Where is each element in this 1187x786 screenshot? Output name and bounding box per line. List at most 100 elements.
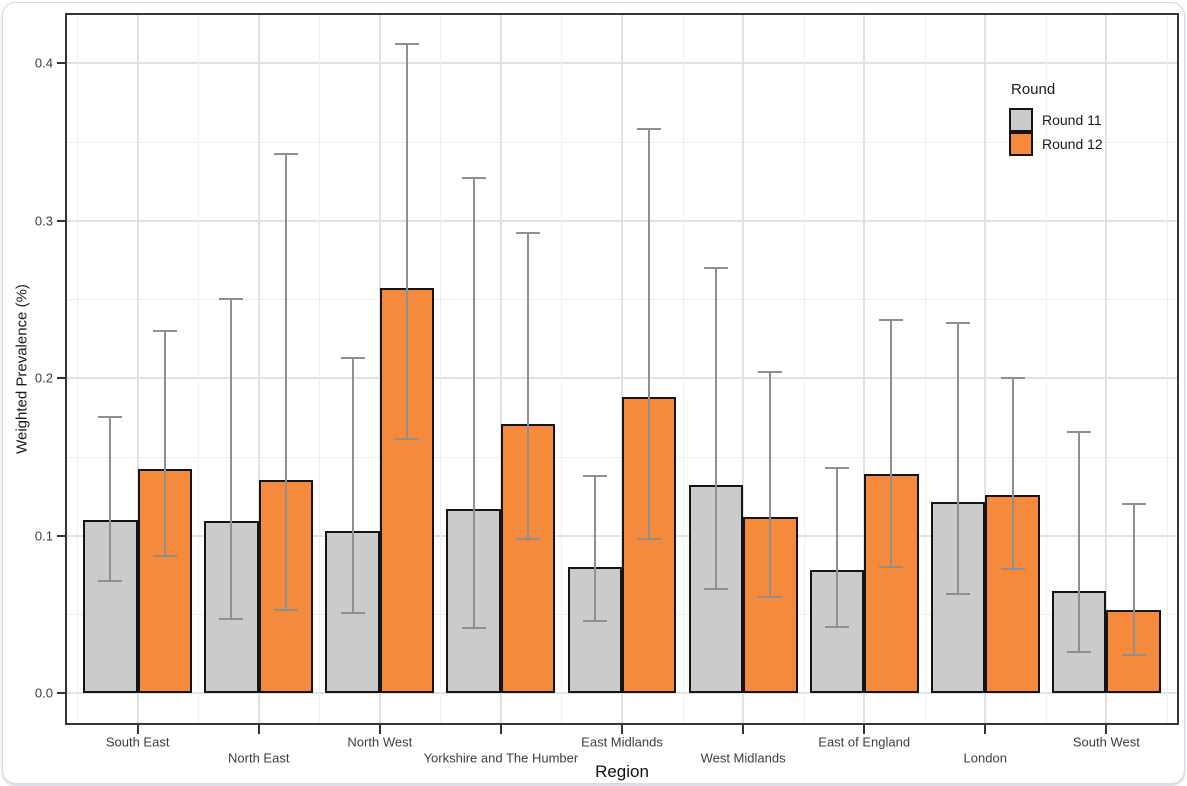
x-tick-mark (742, 725, 745, 734)
error-bar-round-12-east-of-england (890, 319, 893, 567)
legend-swatch-round11-icon (1009, 108, 1033, 132)
error-bar-round-11-east-of-england-cap-bottom (824, 625, 849, 628)
x-tick-label-north-west: North West (347, 734, 413, 750)
bar-round-12-yorkshire-and-the-humber (500, 423, 556, 693)
gridline-v-major (984, 13, 987, 725)
error-bar-round-11-east-of-england-cap-top (824, 466, 849, 469)
y-tick-label: 0.2 (34, 370, 53, 386)
error-bar-round-11-south-west-cap-top (1067, 430, 1092, 433)
x-tick-mark (621, 725, 623, 734)
y-axis-title: Weighted Prevalence (%) (13, 284, 31, 454)
y-tick-label: 0.4 (34, 55, 53, 71)
gridline-v-minor (77, 13, 79, 725)
legend-item-round12: Round 12 (1009, 132, 1103, 156)
gridline-v-minor (803, 13, 805, 725)
x-tick-label-east-of-england: East of England (818, 734, 911, 750)
error-bar-round-12-south-west-cap-bottom (1121, 654, 1146, 657)
gridline-v-minor (198, 13, 200, 725)
error-bar-round-11-south-east (109, 417, 112, 582)
error-bar-round-12-south-east (163, 330, 166, 556)
error-bar-round-12-west-midlands (769, 371, 772, 597)
error-bar-round-11-north-east (230, 299, 233, 619)
error-bar-round-12-west-midlands-cap-top (758, 370, 783, 373)
x-tick-mark (1105, 725, 1108, 734)
error-bar-round-12-south-east-cap-top (152, 329, 177, 332)
error-bar-round-12-north-east-cap-top (273, 153, 298, 156)
error-bar-round-12-west-midlands-cap-bottom (758, 595, 783, 598)
legend-label-round11: Round 11 (1042, 112, 1102, 128)
error-bar-round-12-north-east-cap-bottom (273, 608, 298, 611)
x-tick-mark (863, 725, 866, 734)
legend-item-round11: Round 11 (1009, 108, 1103, 132)
error-bar-round-11-south-west (1078, 431, 1081, 653)
x-tick-label-yorkshire-and-the-humber: Yorkshire and The Humber (423, 750, 579, 766)
error-bar-round-12-yorkshire-and-the-humber-cap-top (516, 232, 541, 235)
x-tick-mark (984, 725, 987, 734)
error-bar-round-11-north-east-cap-bottom (219, 617, 244, 620)
gridline-v-minor (1045, 13, 1047, 725)
error-bar-round-11-east-midlands-cap-bottom (582, 619, 607, 622)
gridline-v-major (621, 13, 623, 725)
error-bar-round-11-west-midlands (714, 267, 717, 590)
x-tick-label-south-west: South West (1072, 734, 1140, 750)
error-bar-round-12-yorkshire-and-the-humber (527, 233, 530, 539)
gridline-v-major (257, 13, 260, 725)
error-bar-round-12-london-cap-bottom (1000, 567, 1025, 570)
error-bar-round-12-east-of-england-cap-top (879, 318, 904, 321)
error-bar-round-12-east-midlands-cap-top (637, 128, 662, 131)
error-bar-round-11-south-east-cap-bottom (98, 580, 123, 583)
error-bar-round-11-london (957, 322, 960, 594)
gridline-v-major (499, 13, 502, 725)
error-bar-round-11-east-midlands-cap-top (582, 474, 607, 477)
y-tick-mark (57, 534, 65, 537)
error-bar-round-11-south-east-cap-top (98, 416, 123, 419)
error-bar-round-11-east-of-england (835, 467, 838, 627)
gridline-v-minor (924, 13, 926, 725)
gridline-v-minor (561, 13, 563, 725)
error-bar-round-11-north-west (351, 357, 354, 613)
gridline-v-minor (1166, 13, 1168, 725)
error-bar-round-11-london-cap-bottom (946, 592, 971, 595)
bar-round-11-east-midlands (567, 567, 622, 693)
legend-title: Round (1011, 81, 1056, 98)
x-tick-mark (257, 725, 260, 734)
error-bar-round-11-yorkshire-and-the-humber-cap-top (461, 176, 486, 179)
error-bar-round-12-south-west-cap-top (1121, 503, 1146, 505)
gridline-v-minor (682, 13, 684, 725)
y-tick-mark (57, 62, 65, 64)
gridline-v-minor (440, 13, 442, 725)
error-bar-round-12-yorkshire-and-the-humber-cap-bottom (516, 537, 541, 540)
gridline-v-major (742, 13, 745, 725)
gridline-v-minor (319, 13, 321, 725)
error-bar-round-11-yorkshire-and-the-humber (472, 177, 475, 629)
x-tick-label-london: London (963, 750, 1007, 766)
gridline-v-major (1105, 13, 1108, 725)
error-bar-round-11-east-midlands (593, 475, 596, 621)
gridline-v-major (136, 13, 139, 725)
error-bar-round-11-south-west-cap-bottom (1067, 651, 1092, 654)
error-bar-round-11-north-east-cap-top (219, 298, 244, 301)
error-bar-round-11-west-midlands-cap-bottom (703, 588, 728, 591)
x-tick-mark (378, 725, 381, 734)
x-tick-label-east-midlands: East Midlands (581, 734, 663, 750)
legend: Round Round 11 Round 12 (1009, 81, 1103, 156)
x-tick-mark (499, 725, 502, 734)
error-bar-round-12-south-west (1132, 504, 1135, 656)
plot-panel-border (65, 13, 1179, 725)
x-tick-label-west-midlands: West Midlands (700, 750, 786, 766)
y-tick-mark (57, 377, 65, 379)
error-bar-round-11-london-cap-top (946, 321, 971, 324)
error-bar-round-11-north-west-cap-top (340, 356, 365, 359)
x-tick-label-north-east: North East (228, 750, 290, 766)
x-tick-label-south-east: South East (105, 734, 170, 750)
x-tick-mark (136, 725, 139, 734)
error-bar-round-12-north-west (406, 44, 409, 440)
y-tick-label: 0.0 (34, 685, 53, 701)
y-tick-label: 0.1 (34, 528, 53, 543)
legend-label-round12: Round 12 (1042, 136, 1103, 152)
error-bar-round-12-london (1011, 378, 1014, 569)
y-tick-label: 0.3 (34, 213, 53, 228)
